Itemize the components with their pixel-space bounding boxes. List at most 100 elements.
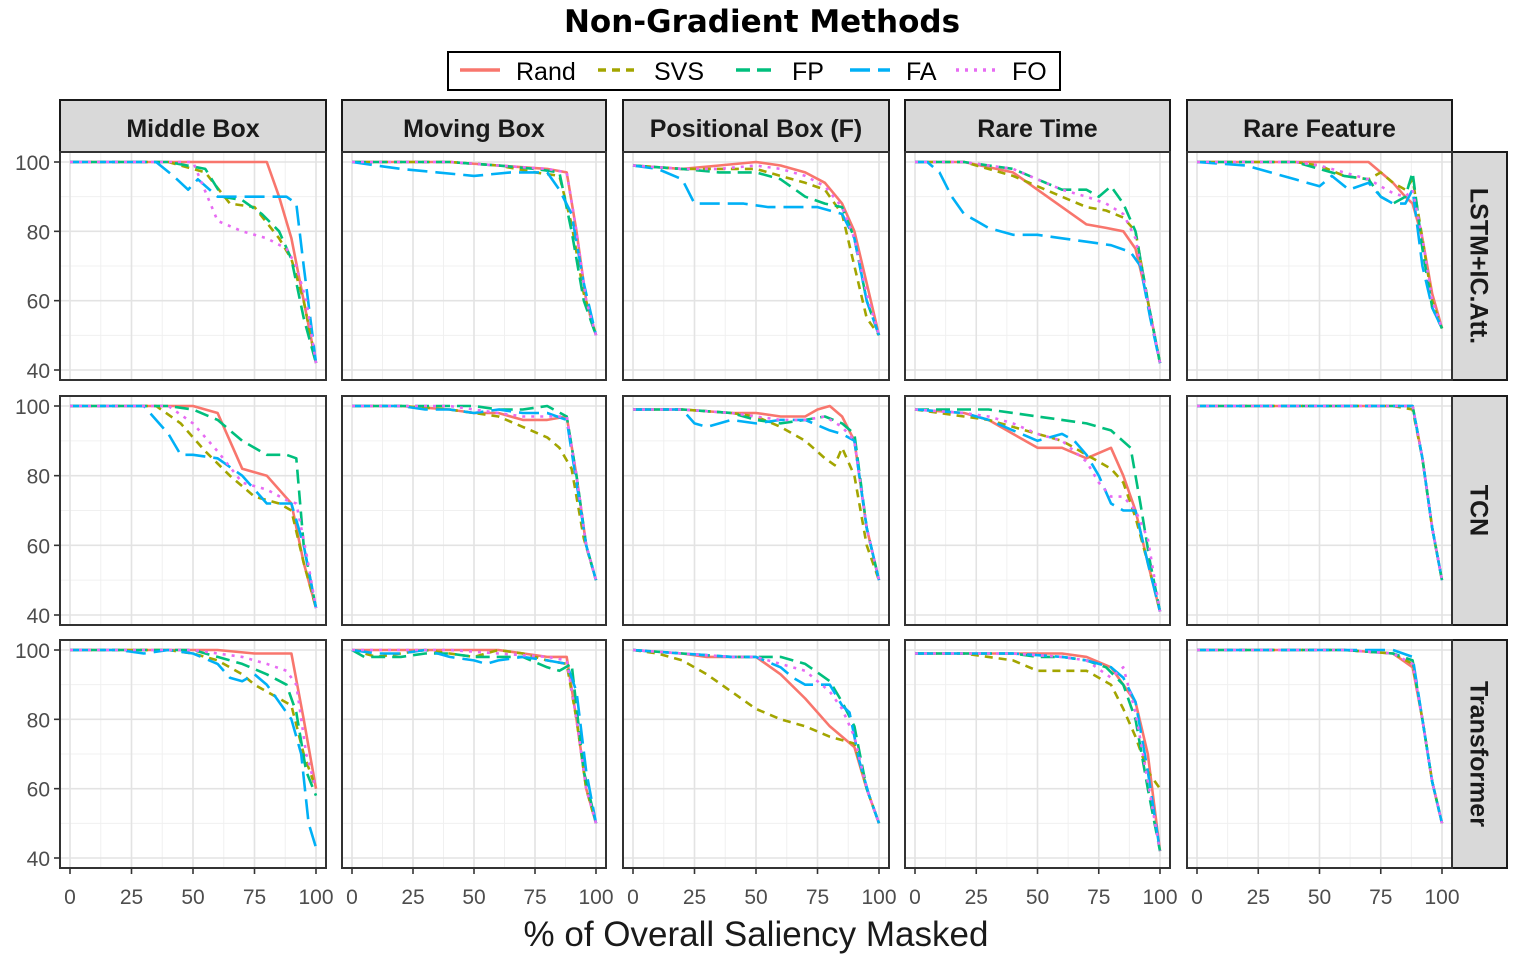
panel-border — [341, 395, 607, 626]
strip-label-positional-box-f: Positional Box (F) — [650, 115, 863, 143]
strip-label-moving-box: Moving Box — [403, 115, 545, 143]
x-tick-label: 50 — [1026, 886, 1049, 909]
y-tick-label: 40 — [27, 605, 50, 628]
series-line-fo — [632, 164, 881, 336]
x-tick-label: 100 — [1424, 886, 1459, 909]
series-line-fo — [1197, 648, 1444, 824]
series-line-fp — [351, 648, 598, 824]
y-tick-label: 40 — [27, 848, 50, 871]
panel-border — [341, 151, 607, 381]
panel-transformer-rare-time — [904, 639, 1171, 869]
series-line-fa — [351, 160, 598, 336]
series-line-rand — [632, 160, 881, 336]
x-tick-label: 100 — [578, 886, 613, 909]
y-tick-label: 80 — [27, 709, 50, 732]
panel-transformer-rare-feature — [1186, 639, 1453, 869]
x-tick-label: 75 — [1369, 886, 1392, 909]
panel-border — [1186, 395, 1453, 626]
y-tick-label: 100 — [15, 396, 50, 419]
series-line-svs — [352, 404, 598, 581]
x-tick-label: 0 — [627, 886, 639, 909]
panel-border — [1186, 151, 1453, 381]
series-line-fa — [915, 160, 1162, 364]
series-line-svs — [351, 648, 598, 824]
x-tick-label: 75 — [523, 886, 546, 909]
x-tick-label: 25 — [683, 886, 706, 909]
x-tick-label: 100 — [1142, 886, 1177, 909]
x-tick-label: 100 — [298, 886, 333, 909]
strip-lstm-ic-att — [1451, 151, 1508, 381]
y-tick-label: 100 — [15, 152, 50, 175]
series-line-fp — [915, 408, 1162, 612]
panel-grid: Middle Box Moving Box Positional Box (F) Ra… — [59, 99, 1508, 869]
panel-tcn-middle-box — [59, 395, 327, 626]
series-line-fa — [70, 160, 318, 364]
series-line-fo — [633, 408, 881, 581]
strip-label-rare-feature: Rare Feature — [1243, 115, 1396, 143]
legend: Rand SVS FP FA FO — [447, 51, 1061, 91]
series-line-fp — [70, 648, 318, 797]
panel-border — [622, 395, 890, 626]
y-tick-label: 40 — [27, 360, 50, 383]
x-tick-label: 75 — [806, 886, 829, 909]
series-line-svs — [915, 652, 1162, 790]
series-line-fo — [915, 160, 1162, 364]
panel-lstm-ic-att-moving-box — [341, 151, 607, 381]
panel-lstm-ic-att-rare-time — [904, 151, 1171, 381]
panel-lstm-ic-att-positional-box-f — [622, 151, 890, 381]
strip-label-middle-box: Middle Box — [126, 115, 259, 143]
series-line-fo — [915, 652, 1162, 852]
series-line-fa — [633, 408, 881, 581]
panel-transformer-positional-box-f — [622, 639, 890, 869]
x-tick-label: 0 — [64, 886, 76, 909]
strip-positional-box-f — [622, 99, 890, 153]
series-line-fo — [914, 408, 1162, 612]
series-line-fa — [914, 408, 1162, 612]
x-tick-label: 50 — [181, 886, 204, 909]
chart-title: Non-Gradient Methods — [564, 4, 960, 40]
panel-lstm-ic-att-middle-box — [59, 151, 327, 381]
y-tick-label: 60 — [27, 779, 50, 802]
series-line-fa — [352, 404, 598, 581]
legend-label-fa: FA — [906, 58, 937, 86]
strip-label-lstm-ic-att: LSTM+IC.Att. — [1465, 188, 1493, 344]
y-tick-label: 60 — [27, 291, 50, 314]
panel-tcn-positional-box-f — [622, 395, 890, 626]
y-axis-ticks: 40 60 80 100 40 60 80 100 40 60 80 100 — [15, 152, 60, 871]
y-tick-label: 80 — [27, 466, 50, 489]
x-tick-label: 0 — [1191, 886, 1203, 909]
series-line-fo — [352, 160, 598, 336]
series-line-fo — [70, 404, 318, 609]
x-tick-label: 0 — [909, 886, 921, 909]
x-axis-label: % of Overall Saliency Masked — [524, 915, 989, 954]
panel-lstm-ic-att-rare-feature — [1186, 151, 1453, 381]
panel-transformer-middle-box — [59, 639, 327, 869]
legend-label-svs: SVS — [654, 58, 704, 86]
strip-moving-box — [341, 99, 607, 153]
strip-rare-time — [904, 99, 1171, 153]
legend-label-fp: FP — [792, 58, 824, 86]
panel-border — [904, 151, 1171, 381]
series-line-fp — [632, 164, 881, 336]
series-line-fa — [70, 648, 318, 848]
panel-tcn-rare-time — [904, 395, 1171, 626]
x-tick-label: 100 — [861, 886, 896, 909]
x-tick-label: 25 — [401, 886, 424, 909]
strip-label-tcn: TCN — [1465, 485, 1493, 536]
x-tick-label: 0 — [346, 886, 358, 909]
panel-tcn-rare-feature — [1186, 395, 1453, 626]
y-tick-label: 100 — [15, 640, 50, 663]
series-line-fo — [70, 648, 318, 790]
series-line-fo — [1197, 404, 1444, 581]
legend-label-rand: Rand — [516, 58, 576, 86]
strip-label-rare-time: Rare Time — [977, 115, 1098, 143]
series-line-fa — [632, 164, 881, 336]
series-line-svs — [632, 648, 881, 824]
x-tick-label: 25 — [965, 886, 988, 909]
panel-border — [59, 151, 327, 381]
series-line-fa — [351, 648, 598, 824]
panel-transformer-moving-box — [341, 639, 607, 869]
x-tick-label: 75 — [1087, 886, 1110, 909]
strip-tcn — [1451, 395, 1508, 626]
panel-tcn-moving-box — [341, 395, 607, 626]
